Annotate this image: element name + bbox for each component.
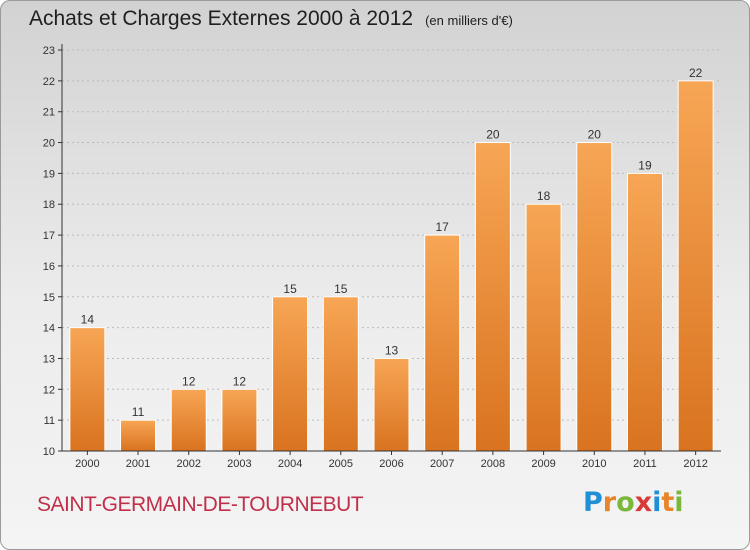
y-tick-label: 18	[43, 199, 55, 211]
bars	[69, 80, 714, 452]
logo-letter: o	[616, 487, 635, 518]
logo-letter: r	[602, 487, 617, 518]
bar	[525, 203, 562, 452]
data-label: 14	[81, 313, 95, 327]
y-tick-label: 20	[43, 138, 55, 150]
y-tick-label: 21	[43, 107, 55, 119]
y-tick-label: 15	[43, 292, 55, 304]
data-label: 20	[588, 128, 602, 142]
x-tick-label: 2002	[176, 458, 200, 470]
bar	[373, 357, 410, 452]
bar	[120, 419, 157, 452]
bar	[69, 327, 106, 452]
data-label: 12	[233, 374, 247, 388]
y-tick-label: 13	[43, 353, 55, 365]
x-tick-label: 2006	[379, 458, 403, 470]
logo-letter: x	[634, 487, 653, 518]
data-label: 18	[537, 189, 551, 203]
x-tick-label: 2009	[531, 458, 555, 470]
data-label: 15	[334, 282, 348, 296]
chart-title: Achats et Charges Externes 2000 à 2012	[29, 7, 414, 30]
axes: 10 11 12 13 14 15 16 17 18 19 20 21 22 23 2000 2001 2002…	[43, 44, 721, 470]
y-tick-label: 17	[43, 230, 55, 242]
bar	[424, 234, 461, 452]
commune-name: SAINT-GERMAIN-DE-TOURNEBUT	[37, 493, 364, 516]
data-label: 20	[486, 128, 500, 142]
x-tick-label: 2008	[481, 458, 505, 470]
title-row: Achats et Charges Externes 2000 à 2012 (…	[29, 7, 513, 31]
y-tick-label: 14	[43, 323, 55, 335]
y-tick-label: 22	[43, 76, 55, 88]
data-labels: 14 11 12 12 15 15 13 17 20 18 20 19 22	[81, 66, 703, 419]
x-tick-label: 2000	[75, 458, 99, 470]
logo-letter: i	[674, 487, 684, 518]
data-label: 15	[283, 282, 297, 296]
y-tick-label: 11	[44, 415, 55, 427]
bar	[221, 388, 258, 452]
bar	[170, 388, 207, 452]
data-label: 17	[436, 220, 450, 234]
logo-letter: P	[583, 487, 603, 518]
x-tick-label: 2004	[278, 458, 302, 470]
proxiti-logo: Proxiti	[583, 487, 684, 518]
logo-letter: i	[652, 487, 662, 518]
chart-unit: (en milliers d'€)	[425, 13, 513, 28]
y-tick-label: 10	[43, 446, 55, 458]
data-label: 13	[385, 343, 399, 357]
y-tick-label: 23	[43, 45, 55, 57]
bar	[626, 172, 663, 452]
data-label: 12	[182, 374, 196, 388]
bar	[322, 296, 359, 452]
bar	[576, 142, 613, 452]
data-label: 11	[132, 405, 145, 419]
x-tick-label: 2001	[126, 458, 150, 470]
x-tick-label: 2011	[633, 458, 657, 470]
x-tick-label: 2003	[227, 458, 251, 470]
bar	[272, 296, 309, 452]
x-tick-label: 2012	[683, 458, 707, 470]
x-tick-label: 2005	[329, 458, 353, 470]
data-label: 22	[689, 66, 703, 80]
y-tick-label: 12	[43, 384, 55, 396]
y-tick-label: 16	[43, 261, 55, 273]
y-tick-label: 19	[43, 168, 55, 180]
bar	[474, 142, 511, 452]
x-tick-label: 2007	[430, 458, 454, 470]
x-tick-label: 2010	[582, 458, 606, 470]
data-label: 19	[638, 158, 652, 172]
bar	[677, 80, 714, 452]
logo-letter: t	[661, 487, 675, 518]
